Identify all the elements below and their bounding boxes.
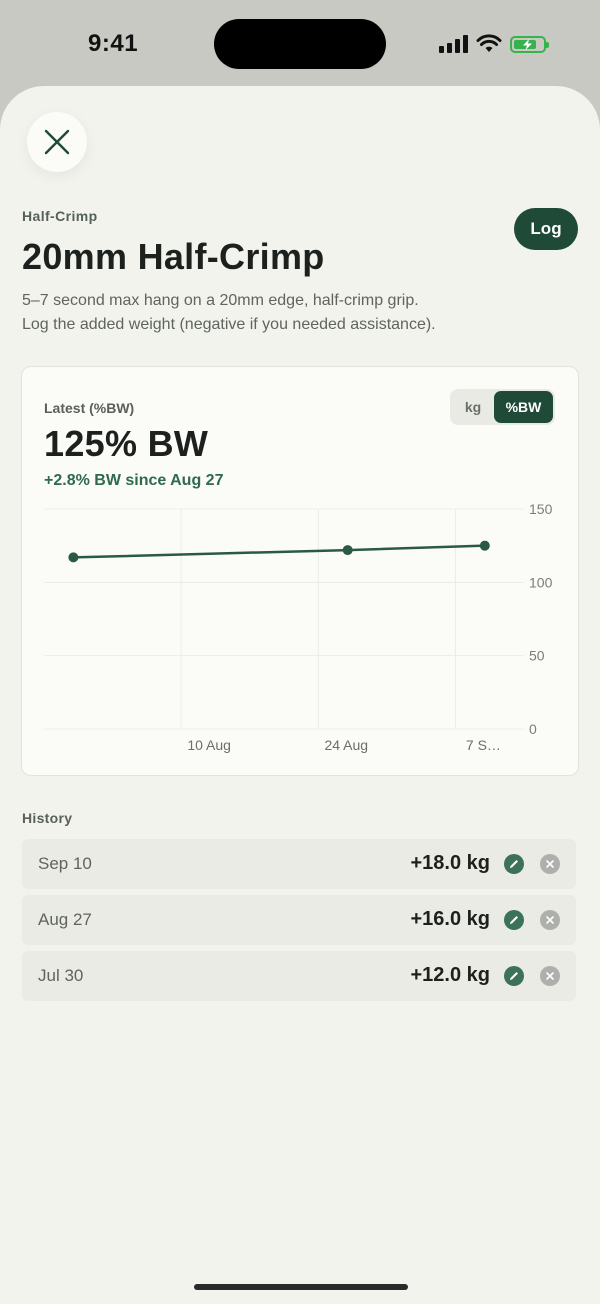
- exercise-sheet: Half-Crimp 20mm Half-Crimp Log 5–7 secon…: [0, 86, 600, 1304]
- edit-entry-button[interactable]: [504, 854, 524, 874]
- data-point: [342, 545, 353, 556]
- unit-option-percent-bw[interactable]: %BW: [494, 391, 553, 423]
- history-label: History: [22, 810, 73, 826]
- close-icon: [44, 129, 70, 155]
- history-value: +12.0 kg: [410, 964, 490, 986]
- data-point: [68, 552, 79, 563]
- dynamic-island: [214, 19, 386, 69]
- latest-value: 125% BW: [44, 423, 209, 464]
- unit-toggle: kg %BW: [450, 389, 555, 425]
- history-row[interactable]: Aug 27 +16.0 kg: [22, 895, 576, 945]
- progress-line-chart: 0 50 100 150 10 Aug 24 Aug 7 S…: [44, 501, 553, 753]
- edit-entry-button[interactable]: [504, 966, 524, 986]
- unit-option-kg[interactable]: kg: [452, 391, 494, 423]
- x-tick-label: 7 S…: [466, 737, 501, 753]
- history-row[interactable]: Sep 10 +18.0 kg: [22, 839, 576, 889]
- description-line: 5–7 second max hang on a 20mm edge, half…: [22, 292, 419, 309]
- data-point: [479, 540, 490, 551]
- y-tick-label: 0: [529, 721, 537, 737]
- home-indicator: [194, 1284, 408, 1290]
- close-icon: [546, 916, 554, 924]
- status-icons: [439, 32, 549, 56]
- delete-entry-button[interactable]: [540, 966, 560, 986]
- close-icon: [546, 860, 554, 868]
- log-button[interactable]: Log: [514, 208, 578, 250]
- pencil-icon: [510, 972, 518, 980]
- delete-entry-button[interactable]: [540, 910, 560, 930]
- history-value: +16.0 kg: [410, 908, 490, 930]
- history-row[interactable]: Jul 30 +12.0 kg: [22, 951, 576, 1001]
- y-tick-label: 100: [529, 574, 553, 590]
- progress-chart-card: Latest (%BW) 125% BW +2.8% BW since Aug …: [21, 366, 579, 776]
- history-list: Sep 10 +18.0 kg Aug 27 +16.0 kg Jul 30 +…: [22, 839, 576, 1007]
- close-button[interactable]: [27, 112, 87, 172]
- x-tick-label: 24 Aug: [324, 737, 368, 753]
- history-date: Sep 10: [38, 854, 92, 873]
- status-bar: 9:41: [0, 0, 600, 88]
- latest-label: Latest (%BW): [44, 400, 135, 416]
- page-title: 20mm Half-Crimp: [22, 236, 325, 277]
- battery-charging-icon: [510, 35, 549, 53]
- x-tick-label: 10 Aug: [187, 737, 231, 753]
- pencil-icon: [510, 860, 518, 868]
- cellular-signal-icon: [439, 35, 468, 53]
- delete-entry-button[interactable]: [540, 854, 560, 874]
- wifi-icon: [476, 34, 502, 52]
- history-value: +18.0 kg: [410, 852, 490, 874]
- pencil-icon: [510, 916, 518, 924]
- exercise-description: 5–7 second max hang on a 20mm edge, half…: [22, 289, 562, 337]
- close-icon: [546, 972, 554, 980]
- y-tick-label: 150: [529, 501, 553, 517]
- latest-delta: +2.8% BW since Aug 27: [44, 472, 224, 489]
- history-date: Jul 30: [38, 966, 84, 985]
- history-date: Aug 27: [38, 910, 92, 929]
- y-tick-label: 50: [529, 648, 545, 664]
- edit-entry-button[interactable]: [504, 910, 524, 930]
- exercise-category: Half-Crimp: [22, 208, 98, 224]
- status-time: 9:41: [88, 30, 139, 57]
- series-line: [72, 544, 487, 559]
- description-line: Log the added weight (negative if you ne…: [22, 316, 436, 333]
